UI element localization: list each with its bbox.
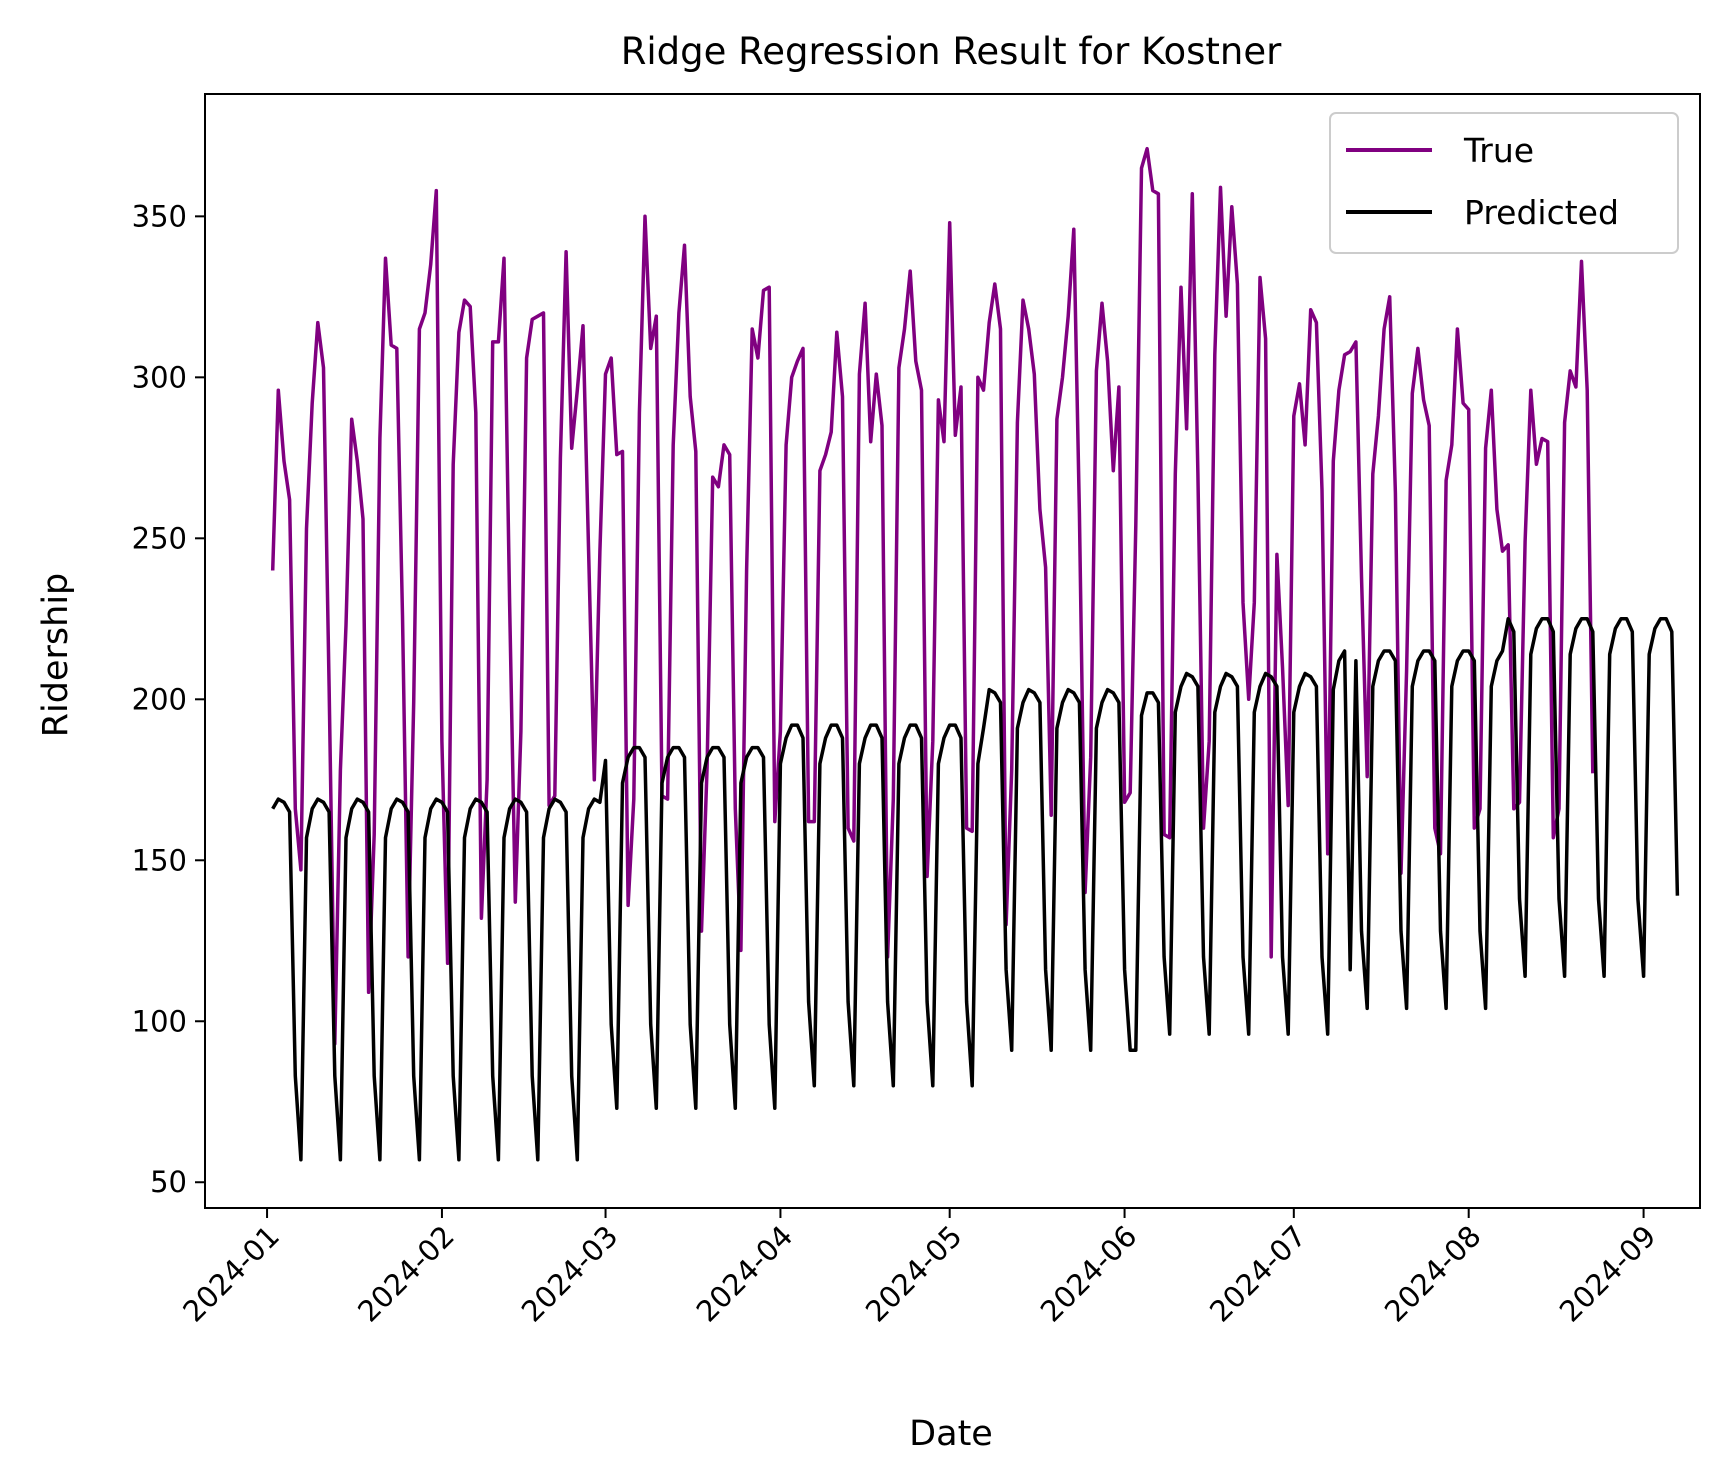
x-axis-label: Date [909, 1414, 993, 1454]
chart-title: Ridge Regression Result for Kostner [621, 30, 1282, 73]
y-tick-label: 200 [132, 682, 187, 716]
y-tick-label: 350 [132, 199, 187, 233]
series-line-predicted [271, 617, 1680, 1162]
plot-frame [204, 93, 1701, 1209]
y-tick-label: 250 [132, 521, 187, 555]
legend: True Predicted [1329, 112, 1679, 254]
y-tick-label: 100 [132, 1004, 187, 1038]
series-line-true [270, 146, 1595, 1046]
series-layer [270, 146, 1680, 1162]
legend-label-true: True [1463, 131, 1534, 170]
y-axis: 50 100 150 200 250 300 350 [132, 199, 205, 1199]
y-tick-label: 150 [132, 843, 187, 877]
y-tick-label: 300 [132, 360, 187, 394]
legend-label-predicted: Predicted [1464, 193, 1619, 232]
y-axis-label: Ridership [36, 573, 76, 738]
y-tick-label: 50 [150, 1165, 187, 1199]
